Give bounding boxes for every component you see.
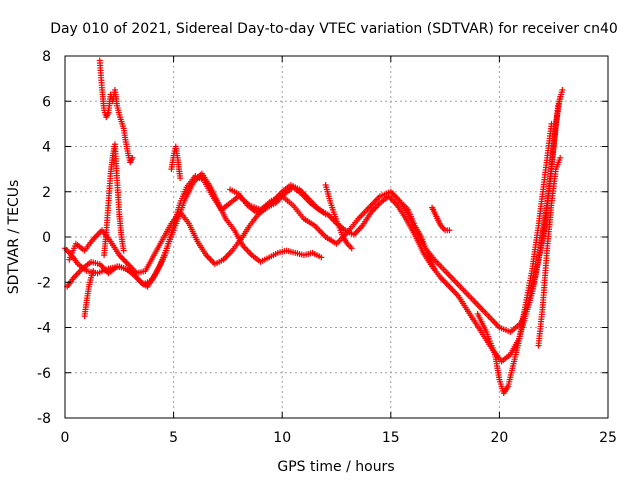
data-point [129, 154, 136, 161]
grid [65, 56, 608, 418]
y-tick-label: 2 [42, 185, 51, 201]
data-point [177, 175, 184, 182]
x-tick-label: 5 [169, 430, 178, 446]
chart-title: Day 010 of 2021, Sidereal Day-to-day VTE… [50, 21, 618, 37]
y-tick-label: -8 [37, 411, 51, 427]
data-point [322, 211, 329, 218]
y-axis-label: SDTVAR / TECUs [6, 180, 22, 295]
data-point [557, 93, 564, 100]
data-point [559, 86, 566, 93]
y-tick-label: 6 [42, 94, 51, 110]
data-point [120, 247, 127, 254]
y-tick-label: -4 [37, 321, 51, 337]
axis-ticks [64, 55, 609, 419]
x-tick-labels: 0 5 10 15 20 25 [61, 430, 617, 446]
data-point [348, 245, 355, 252]
data-point [548, 120, 555, 127]
data-points [62, 57, 566, 397]
data-point [431, 265, 438, 272]
y-tick-label: -2 [37, 275, 51, 291]
x-tick-label: 25 [599, 430, 617, 446]
y-tick-label: 8 [42, 49, 51, 65]
x-tick-label: 15 [382, 430, 400, 446]
data-point [90, 267, 97, 274]
x-tick-label: 0 [61, 430, 70, 446]
y-tick-label: 4 [42, 140, 51, 156]
x-tick-label: 20 [490, 430, 508, 446]
x-axis-label: GPS time / hours [277, 459, 394, 475]
data-point [446, 227, 453, 234]
y-tick-label: 0 [42, 230, 51, 246]
data-point [318, 254, 325, 261]
y-tick-labels: -8 -6 -4 -2 0 2 4 6 8 [37, 49, 51, 427]
y-tick-label: -6 [37, 366, 51, 382]
data-point [557, 154, 564, 161]
x-tick-label: 10 [273, 430, 291, 446]
